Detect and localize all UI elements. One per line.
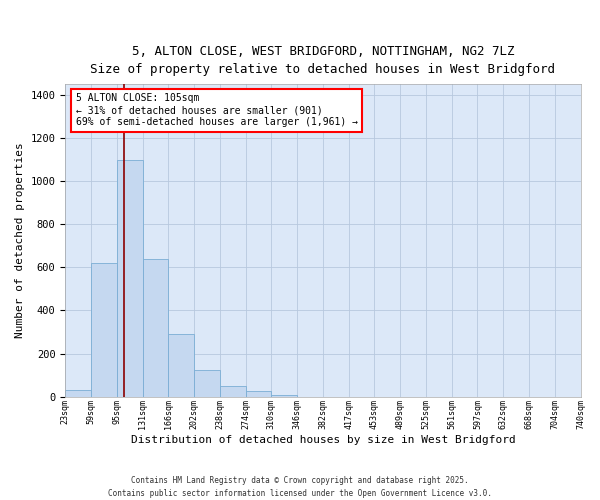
Bar bbox=[117, 160, 143, 396]
X-axis label: Distribution of detached houses by size in West Bridgford: Distribution of detached houses by size … bbox=[131, 435, 515, 445]
Bar bbox=[245, 392, 271, 396]
Bar bbox=[169, 334, 194, 396]
Title: 5, ALTON CLOSE, WEST BRIDGFORD, NOTTINGHAM, NG2 7LZ
Size of property relative to: 5, ALTON CLOSE, WEST BRIDGFORD, NOTTINGH… bbox=[91, 45, 556, 76]
Text: 5 ALTON CLOSE: 105sqm
← 31% of detached houses are smaller (901)
69% of semi-det: 5 ALTON CLOSE: 105sqm ← 31% of detached … bbox=[76, 94, 358, 126]
Bar bbox=[220, 386, 245, 396]
Bar bbox=[91, 263, 117, 396]
Bar bbox=[271, 394, 297, 396]
Text: Contains HM Land Registry data © Crown copyright and database right 2025.
Contai: Contains HM Land Registry data © Crown c… bbox=[108, 476, 492, 498]
Bar bbox=[143, 258, 169, 396]
Bar bbox=[65, 390, 91, 396]
Y-axis label: Number of detached properties: Number of detached properties bbox=[15, 142, 25, 338]
Bar bbox=[194, 370, 220, 396]
